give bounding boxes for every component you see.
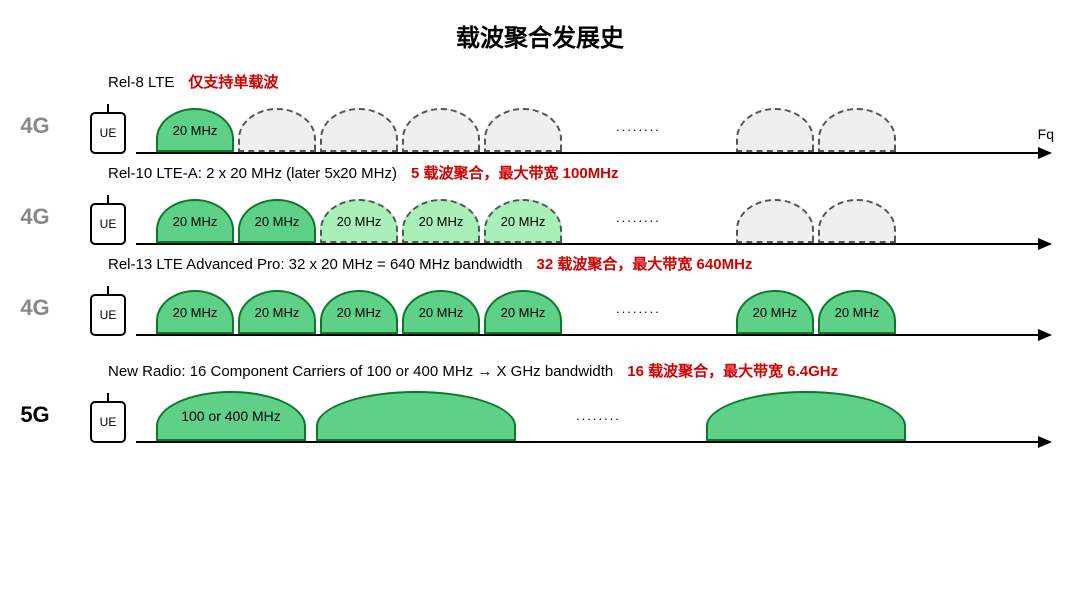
carrier-hump: 20 MHz: [736, 290, 814, 334]
carrier-hump: [736, 108, 814, 152]
row-body: 4GUE20 MHz........Fq: [30, 98, 1050, 154]
ellipsis-dots: ........: [616, 210, 661, 225]
carrier-hump: 20 MHz: [402, 199, 480, 243]
frequency-axis: 20 MHz20 MHz20 MHz20 MHz20 MHz........: [136, 189, 1050, 245]
timeline-row: New Radio: 16 Component Carriers of 100 …: [30, 360, 1050, 443]
row-header-red: 32 载波聚合，最大带宽 640MHz: [537, 256, 753, 273]
timeline-row: Rel-13 LTE Advanced Pro: 32 x 20 MHz = 6…: [30, 253, 1050, 336]
carrier-hump: [736, 199, 814, 243]
carrier-hump: 20 MHz: [484, 199, 562, 243]
carrier-hump: 20 MHz: [818, 290, 896, 334]
carrier-hump: [320, 108, 398, 152]
ellipsis-dots: ........: [616, 119, 661, 134]
carrier-hump: [316, 391, 516, 441]
ellipsis-dots: ........: [616, 301, 661, 316]
row-body: 4GUE20 MHz20 MHz20 MHz20 MHz20 MHz20 MHz…: [30, 280, 1050, 336]
timeline-row: Rel-8 LTE仅支持单载波4GUE20 MHz........Fq: [30, 71, 1050, 154]
carrier-hump: 20 MHz: [402, 290, 480, 334]
row-header-red: 5 载波聚合，最大带宽 100MHz: [411, 165, 619, 182]
carrier-hump: 20 MHz: [320, 290, 398, 334]
row-header-text: Rel-10 LTE-A: 2 x 20 MHz (later 5x20 MHz…: [108, 165, 397, 182]
page-title: 载波聚合发展史: [30, 18, 1050, 53]
axis-arrow-icon: [1038, 329, 1052, 341]
carrier-hump: [238, 108, 316, 152]
ue-device-icon: UE: [90, 401, 126, 443]
carrier-hump: [484, 108, 562, 152]
carrier-hump: [818, 199, 896, 243]
row-header: Rel-8 LTE 仅支持单载波: [108, 71, 1050, 92]
axis-arrow-icon: [1038, 238, 1052, 250]
row-header-text: Rel-13 LTE Advanced Pro: 32 x 20 MHz = 6…: [108, 256, 523, 273]
ue-device-icon: UE: [90, 112, 126, 154]
frequency-axis: 20 MHz20 MHz20 MHz20 MHz20 MHz20 MHz20 M…: [136, 280, 1050, 336]
generation-label: 5G: [10, 402, 60, 428]
carrier-hump: 20 MHz: [156, 108, 234, 152]
generation-label: 4G: [10, 113, 60, 139]
fq-axis-label: Fq: [1038, 126, 1054, 142]
generation-label: 4G: [10, 204, 60, 230]
row-header: Rel-13 LTE Advanced Pro: 32 x 20 MHz = 6…: [108, 253, 1050, 274]
frequency-axis: 100 or 400 MHz........: [136, 387, 1050, 443]
timeline-row: Rel-10 LTE-A: 2 x 20 MHz (later 5x20 MHz…: [30, 162, 1050, 245]
row-header: New Radio: 16 Component Carriers of 100 …: [108, 360, 1050, 381]
row-body: 4GUE20 MHz20 MHz20 MHz20 MHz20 MHz......…: [30, 189, 1050, 245]
row-header-text: Rel-8 LTE: [108, 74, 174, 91]
carrier-hump: 20 MHz: [320, 199, 398, 243]
row-header-red: 16 载波聚合，最大带宽 6.4GHz: [627, 363, 838, 380]
row-header-red: 仅支持单载波: [188, 74, 278, 91]
ellipsis-dots: ........: [576, 408, 621, 423]
carrier-hump: 20 MHz: [156, 290, 234, 334]
axis-arrow-icon: [1038, 436, 1052, 448]
row-body: 5GUE100 or 400 MHz........: [30, 387, 1050, 443]
carrier-hump: 20 MHz: [238, 290, 316, 334]
carrier-hump: [706, 391, 906, 441]
carrier-hump: 20 MHz: [238, 199, 316, 243]
generation-label: 4G: [10, 295, 60, 321]
row-header: Rel-10 LTE-A: 2 x 20 MHz (later 5x20 MHz…: [108, 162, 1050, 183]
axis-arrow-icon: [1038, 147, 1052, 159]
carrier-hump: 20 MHz: [484, 290, 562, 334]
carrier-hump: 100 or 400 MHz: [156, 391, 306, 441]
carrier-hump: [402, 108, 480, 152]
carrier-hump: 20 MHz: [156, 199, 234, 243]
carrier-hump: [818, 108, 896, 152]
frequency-axis: 20 MHz........Fq: [136, 98, 1050, 154]
row-header-text: New Radio: 16 Component Carriers of 100 …: [108, 363, 613, 380]
ue-device-icon: UE: [90, 294, 126, 336]
ue-device-icon: UE: [90, 203, 126, 245]
